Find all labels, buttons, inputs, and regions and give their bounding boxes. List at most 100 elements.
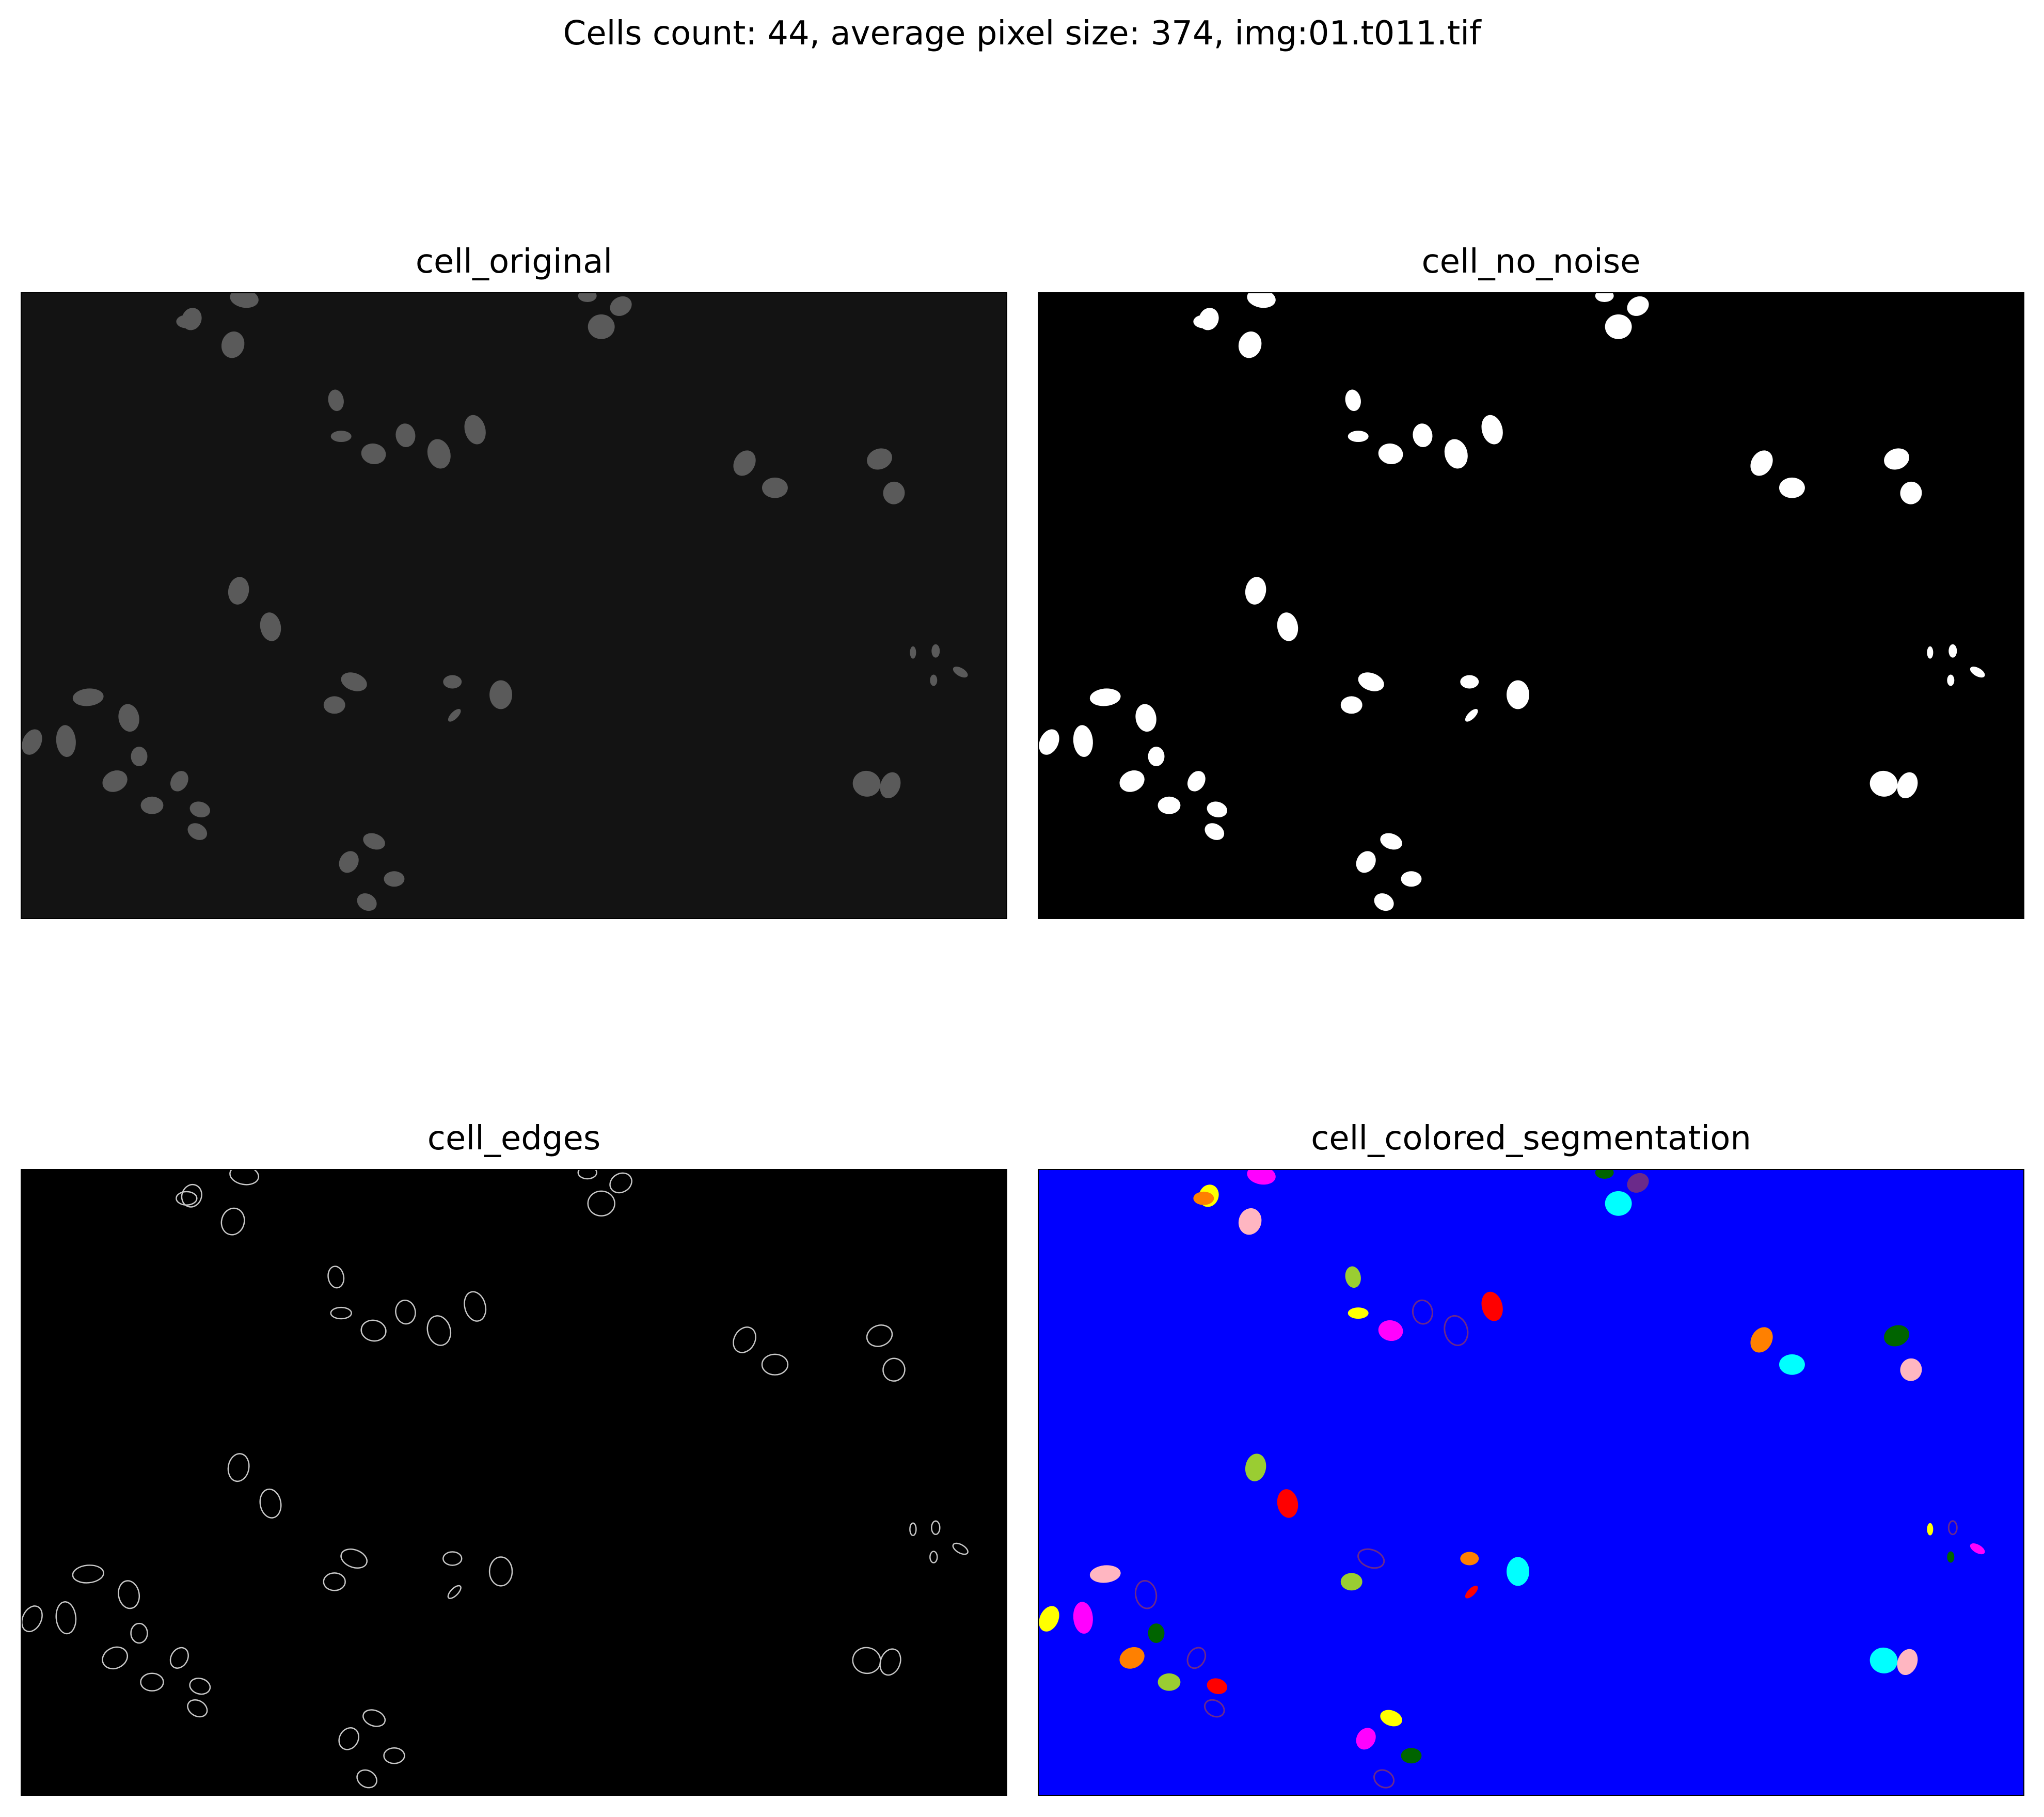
nucleus-mask [1073, 725, 1093, 757]
cell-edges-image [21, 1169, 1007, 1796]
nucleus-edge [356, 1769, 377, 1789]
nucleus [170, 771, 188, 792]
nucleus [323, 696, 345, 714]
nucleus-mask [1779, 477, 1805, 498]
nucleus-mask [1135, 704, 1156, 732]
nucleus-mask [1207, 801, 1227, 818]
nucleus-mask [1187, 771, 1206, 792]
nucleus-mask [1947, 674, 1955, 686]
nucleus-edge [882, 1357, 906, 1382]
nucleus [395, 423, 416, 447]
nucleus-mask [1358, 672, 1384, 691]
nucleus [930, 674, 938, 686]
nucleus-mask [1413, 423, 1433, 447]
nucleus-edge [229, 1170, 260, 1186]
nucleus [221, 331, 245, 358]
nucleus [361, 443, 386, 465]
nucleus [489, 680, 513, 709]
nucleus-edge [340, 1549, 368, 1569]
nucleus [910, 646, 916, 659]
nucleus-segment [1444, 1315, 1469, 1346]
nucleus [339, 851, 359, 873]
nucleus-segment [1186, 1647, 1207, 1669]
nucleus-mask [1340, 696, 1362, 714]
nucleus-mask [1247, 293, 1276, 308]
nucleus-segment [1348, 1307, 1369, 1319]
nucleus-edge [176, 1191, 198, 1206]
nucleus-segment [1970, 1543, 1985, 1555]
nucleus-segment [1412, 1299, 1433, 1325]
nucleus-segment [1245, 1453, 1266, 1481]
nucleus-edge [187, 1699, 208, 1718]
nucleus [464, 415, 486, 445]
nucleus-mask [1205, 823, 1225, 840]
nucleus-segment [1089, 1565, 1121, 1583]
nucleus-edge [464, 1291, 487, 1322]
nucleus [880, 772, 901, 799]
panel-title-cell-no-noise: cell_no_noise [1421, 243, 1641, 281]
nucleus [330, 431, 352, 443]
nucleus-segment [1927, 1523, 1934, 1536]
nucleus-edge [130, 1622, 148, 1644]
nucleus-mask [1245, 577, 1266, 605]
nucleus-mask [1507, 680, 1530, 709]
nucleus-edge [55, 1601, 77, 1635]
nucleus-segment [1750, 1327, 1773, 1353]
nucleus-edge [338, 1727, 359, 1750]
nucleus-mask [1148, 747, 1165, 766]
nucleus-edge [488, 1556, 513, 1587]
nucleus-segment [1148, 1623, 1165, 1643]
nucleus-edge [189, 1678, 211, 1695]
figure-title: Cells count: 44, average pixel size: 374… [563, 14, 1481, 53]
nucleus-mask [1380, 833, 1402, 850]
panel-background [22, 1170, 1006, 1795]
nucleus-mask [1345, 389, 1361, 412]
nucleus [176, 314, 197, 328]
nucleus-segment [1947, 1520, 1958, 1536]
nucleus-mask [1348, 431, 1369, 443]
nucleus-segment [1193, 1191, 1214, 1205]
nucleus [852, 770, 881, 797]
nucleus [427, 439, 451, 469]
nucleus-edge [102, 1646, 129, 1670]
nucleus [131, 747, 148, 766]
cell-original-canvas [22, 293, 1006, 918]
nucleus [187, 823, 208, 840]
panel-background [1039, 1170, 2023, 1795]
nucleus [230, 293, 259, 308]
nucleus-segment [1869, 1647, 1898, 1673]
nucleus-segment [1884, 1325, 1909, 1347]
nucleus-edge [609, 1172, 632, 1194]
nucleus-mask [1460, 675, 1479, 689]
nucleus-edge [22, 1605, 43, 1633]
nucleus-mask [1089, 688, 1121, 706]
nucleus [733, 450, 756, 476]
nucleus-mask [1900, 481, 1922, 504]
nucleus-mask [1378, 443, 1403, 465]
cell-edges-canvas [22, 1170, 1006, 1795]
nucleus [189, 801, 210, 818]
nucleus-edge [866, 1324, 893, 1347]
cell-no-noise-image [1038, 292, 2024, 919]
nucleus-segment [1039, 1606, 1059, 1632]
panel-background [1039, 293, 2023, 918]
nucleus-segment [1465, 1585, 1478, 1599]
panel-title-cell-original: cell_original [415, 243, 613, 281]
nucleus-segment [1119, 1647, 1145, 1669]
nucleus-mask [1970, 667, 1985, 678]
nucleus [72, 688, 104, 706]
nucleus-edge [118, 1580, 140, 1609]
nucleus-segment [1158, 1673, 1181, 1691]
nucleus-segment [1357, 1548, 1385, 1569]
nucleus [931, 644, 940, 658]
nucleus-edge [327, 1266, 345, 1289]
nucleus [578, 293, 597, 302]
nucleus-mask [1481, 415, 1503, 445]
nucleus-edge [140, 1672, 164, 1692]
nucleus-mask [1238, 331, 1262, 358]
nucleus-mask [1158, 796, 1181, 814]
nucleus-mask [1119, 770, 1145, 792]
nucleus-segment [1203, 1699, 1225, 1718]
nucleus-edge [909, 1522, 917, 1536]
nucleus-segment [1238, 1208, 1262, 1235]
